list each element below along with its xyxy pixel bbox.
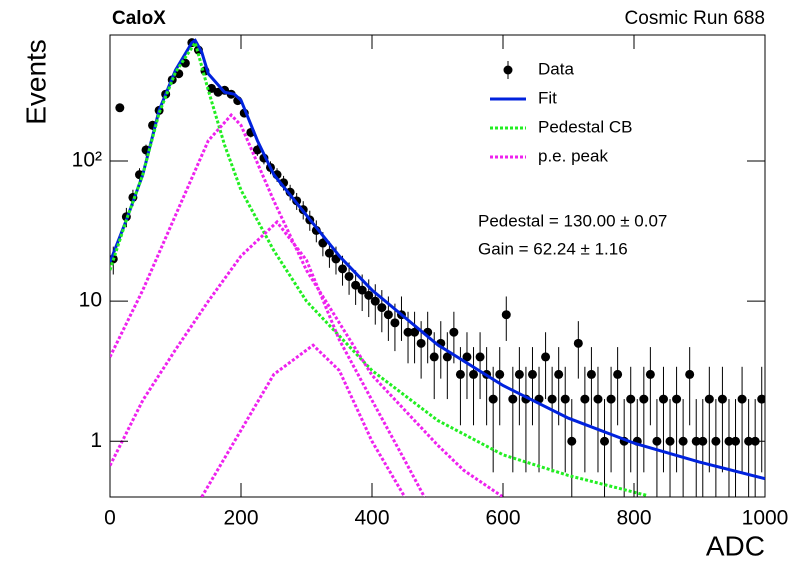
data-point xyxy=(338,264,348,274)
fit-curve xyxy=(110,219,426,497)
x-tick-label: 600 xyxy=(485,507,520,530)
data-point xyxy=(554,369,564,379)
data-point xyxy=(691,436,701,446)
data-point xyxy=(665,436,675,446)
data-point xyxy=(495,369,505,379)
data-point xyxy=(737,394,747,404)
annotation: Pedestal = 130.00 ± 0.07 xyxy=(478,211,667,230)
data-point xyxy=(377,303,387,313)
data-point xyxy=(560,394,570,404)
data-point xyxy=(724,436,734,446)
x-axis-label: ADC xyxy=(706,530,765,561)
legend-symbol xyxy=(503,65,513,75)
y-tick-label: 10² xyxy=(72,149,102,172)
data-point xyxy=(717,394,727,404)
data-point xyxy=(731,436,741,446)
data-point xyxy=(593,394,603,404)
data-point xyxy=(573,338,583,348)
data-point xyxy=(541,352,551,362)
data-point xyxy=(626,394,636,404)
data-point xyxy=(586,369,596,379)
data-point xyxy=(469,369,479,379)
data-point xyxy=(364,290,374,300)
data-point xyxy=(429,352,439,362)
plot-area xyxy=(110,38,765,497)
data-point xyxy=(698,436,708,446)
annotation: Gain = 62.24 ± 1.16 xyxy=(478,239,628,258)
data-point xyxy=(390,318,400,328)
data-point xyxy=(403,327,413,337)
chart-subtitle: Cosmic Run 688 xyxy=(625,8,765,29)
data-point xyxy=(652,436,662,446)
data-point xyxy=(344,271,354,281)
data-point xyxy=(115,103,125,113)
data-point xyxy=(672,394,682,404)
legend-label: Pedestal CB xyxy=(538,117,633,136)
data-point xyxy=(462,352,472,362)
data-point xyxy=(567,436,577,446)
data-point xyxy=(685,369,695,379)
fit-curve xyxy=(110,39,648,497)
x-tick-label: 200 xyxy=(223,507,258,530)
data-point xyxy=(324,248,334,258)
data-point xyxy=(711,436,721,446)
data-point xyxy=(580,394,590,404)
fit-curve xyxy=(110,38,765,481)
legend-label: p.e. peak xyxy=(538,146,608,165)
data-point xyxy=(658,394,668,404)
data-point xyxy=(370,296,380,306)
data-point xyxy=(207,83,217,93)
data-point xyxy=(488,394,498,404)
data-point xyxy=(678,436,688,446)
data-point xyxy=(449,327,459,337)
y-tick-label: 1 xyxy=(90,429,102,452)
data-point xyxy=(351,280,361,290)
legend-label: Data xyxy=(538,59,574,78)
data-point xyxy=(508,394,518,404)
data-point xyxy=(475,352,485,362)
x-tick-label: 400 xyxy=(354,507,389,530)
data-point xyxy=(645,369,655,379)
data-point xyxy=(383,310,393,320)
data-point xyxy=(442,352,452,362)
fit-curve xyxy=(110,112,504,497)
data-point xyxy=(514,369,524,379)
y-tick-label: 10 xyxy=(79,289,102,312)
data-point xyxy=(639,394,649,404)
x-tick-label: 0 xyxy=(104,507,116,530)
x-tick-label: 1000 xyxy=(742,507,789,530)
x-tick-label: 800 xyxy=(616,507,651,530)
data-point xyxy=(501,310,511,320)
legend-label: Fit xyxy=(538,88,557,107)
data-point xyxy=(606,394,616,404)
data-point xyxy=(613,369,623,379)
data-point xyxy=(455,369,465,379)
data-point xyxy=(527,369,537,379)
data-point xyxy=(357,285,367,295)
plot-frame xyxy=(109,34,766,498)
fit-curve xyxy=(200,343,407,497)
data-point xyxy=(600,436,610,446)
data-point xyxy=(547,394,557,404)
y-axis-label: Events xyxy=(20,39,51,125)
data-point xyxy=(704,394,714,404)
chart-title: CaloX xyxy=(112,8,166,29)
data-point xyxy=(757,394,765,404)
data-point xyxy=(410,327,420,337)
data-point xyxy=(416,338,426,348)
